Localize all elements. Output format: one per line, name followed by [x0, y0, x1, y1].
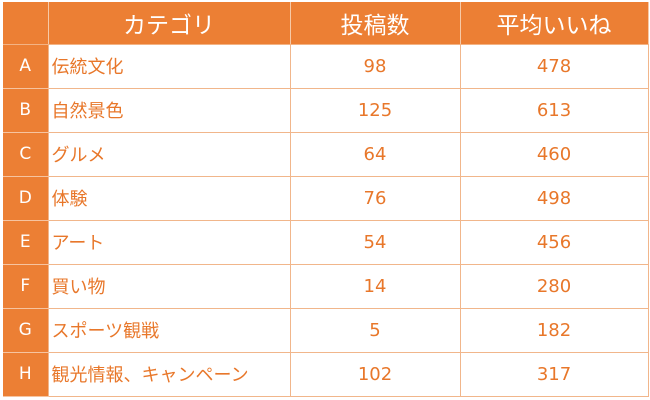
- category-cell: 伝統文化: [48, 44, 291, 89]
- posts-cell: 64: [290, 132, 461, 177]
- row-letter: F: [3, 264, 49, 309]
- header-posts: 投稿数: [290, 2, 461, 45]
- table-row: G スポーツ観戦 5 182: [3, 308, 649, 353]
- table-row: E アート 54 456: [3, 220, 649, 265]
- header-avg-likes: 平均いいね: [460, 2, 649, 45]
- row-letter: H: [3, 352, 49, 397]
- table-header-row: カテゴリ 投稿数 平均いいね: [3, 2, 649, 45]
- posts-cell: 102: [290, 352, 461, 397]
- posts-cell: 98: [290, 44, 461, 89]
- category-cell: アート: [48, 220, 291, 265]
- row-letter: A: [3, 44, 49, 89]
- row-letter: G: [3, 308, 49, 353]
- category-cell: 自然景色: [48, 88, 291, 133]
- header-category: カテゴリ: [48, 2, 291, 45]
- row-letter: D: [3, 176, 49, 221]
- category-stats-table: カテゴリ 投稿数 平均いいね A 伝統文化 98 478 B 自然景色 125 …: [3, 2, 649, 397]
- avg-likes-cell: 498: [460, 176, 649, 221]
- avg-likes-cell: 613: [460, 88, 649, 133]
- posts-cell: 5: [290, 308, 461, 353]
- category-cell: グルメ: [48, 132, 291, 177]
- row-letter: E: [3, 220, 49, 265]
- avg-likes-cell: 478: [460, 44, 649, 89]
- row-letter: B: [3, 88, 49, 133]
- avg-likes-cell: 280: [460, 264, 649, 309]
- data-table-container: カテゴリ 投稿数 平均いいね A 伝統文化 98 478 B 自然景色 125 …: [3, 2, 649, 397]
- category-cell: 買い物: [48, 264, 291, 309]
- posts-cell: 76: [290, 176, 461, 221]
- category-cell: スポーツ観戦: [48, 308, 291, 353]
- table-row: H 観光情報、キャンペーン 102 317: [3, 352, 649, 397]
- table-row: D 体験 76 498: [3, 176, 649, 221]
- table-row: F 買い物 14 280: [3, 264, 649, 309]
- header-corner-cell: [3, 2, 49, 45]
- table-row: B 自然景色 125 613: [3, 88, 649, 133]
- posts-cell: 14: [290, 264, 461, 309]
- posts-cell: 125: [290, 88, 461, 133]
- row-letter: C: [3, 132, 49, 177]
- avg-likes-cell: 456: [460, 220, 649, 265]
- posts-cell: 54: [290, 220, 461, 265]
- category-cell: 体験: [48, 176, 291, 221]
- category-cell: 観光情報、キャンペーン: [48, 352, 291, 397]
- avg-likes-cell: 317: [460, 352, 649, 397]
- avg-likes-cell: 460: [460, 132, 649, 177]
- table-row: A 伝統文化 98 478: [3, 44, 649, 89]
- table-row: C グルメ 64 460: [3, 132, 649, 177]
- avg-likes-cell: 182: [460, 308, 649, 353]
